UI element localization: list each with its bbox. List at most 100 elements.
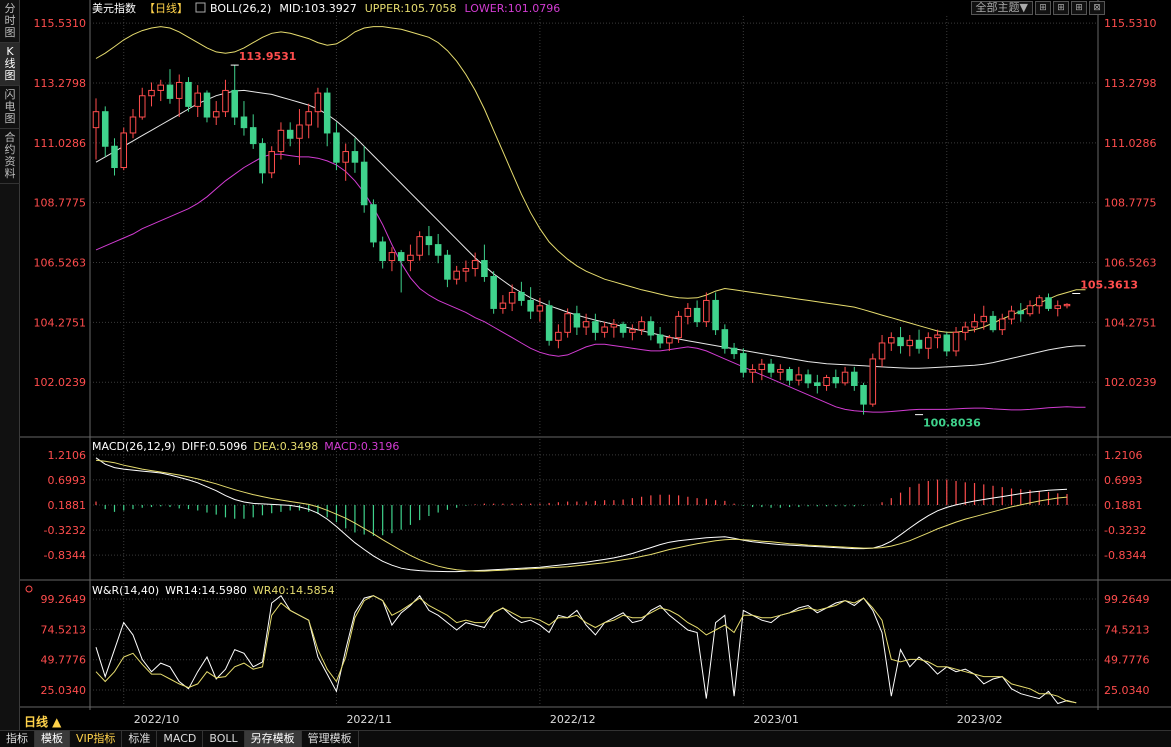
y-tick-right: 102.0239	[1104, 376, 1157, 389]
candle-body	[804, 374, 812, 384]
candle-body	[185, 81, 192, 107]
price-pane: 102.0239 102.0239 104.2751 104.2751 106.5263…	[34, 1, 1157, 430]
candle-body	[277, 129, 285, 153]
indicator-icon	[195, 2, 206, 13]
price-header-upper_label: UPPER:105.7058	[365, 2, 457, 15]
candle-body	[527, 299, 534, 312]
candle-body	[749, 369, 756, 373]
y-tick-left: 115.5310	[34, 17, 87, 30]
y-tick-left: -0.3232	[44, 524, 86, 537]
macd-header-macd_label: MACD:0.3196	[324, 440, 399, 453]
candle-body	[795, 374, 803, 381]
bottom-tab-6[interactable]: 另存模板	[244, 731, 302, 747]
x-tick-label: 2023/01	[753, 713, 799, 726]
candle-body	[175, 81, 183, 99]
bottom-tab-5[interactable]: BOLL	[203, 731, 245, 747]
candle-body	[851, 371, 858, 386]
y-tick-left: 74.5213	[41, 623, 87, 636]
layout-button[interactable]: ⊞	[1035, 1, 1051, 15]
period-selector[interactable]: 日线 ▲	[24, 715, 62, 729]
candle-body	[703, 299, 710, 323]
theme-dropdown[interactable]: 全部主题▼	[970, 1, 1033, 15]
candle-body	[166, 84, 174, 99]
candle-body	[934, 334, 941, 339]
candle-body	[1035, 297, 1043, 307]
settings-icon	[25, 585, 33, 593]
candle-body	[943, 334, 951, 352]
candle-body	[619, 323, 627, 333]
bottom-tab-2[interactable]: VIP指标	[70, 731, 123, 747]
extreme-label: 105.3613	[1080, 278, 1138, 291]
candle-body	[925, 337, 932, 349]
candle-body	[434, 244, 442, 256]
candle-body	[582, 321, 590, 328]
y-tick-right: 108.7775	[1104, 197, 1157, 210]
diff-line	[95, 457, 1068, 573]
y-tick-left: 1.2106	[48, 449, 87, 462]
bottom-tab-1[interactable]: 模板	[35, 731, 70, 747]
close-icon[interactable]: ⊠	[1089, 1, 1105, 15]
candle-body	[1054, 305, 1062, 309]
candle-body	[240, 116, 248, 129]
view-tab-0[interactable]: 分时图	[0, 0, 20, 43]
bottom-tab-0[interactable]: 指标	[0, 731, 35, 747]
y-tick-left: 104.2751	[34, 316, 87, 329]
extreme-label: 113.9531	[239, 50, 297, 63]
candle-body	[906, 339, 914, 347]
candle-body	[915, 339, 923, 349]
grid-button[interactable]: ⊞	[1053, 1, 1069, 15]
price-header-mid_label: MID:103.3927	[279, 2, 356, 15]
candle-body	[518, 291, 525, 301]
bottom-tab-7[interactable]: 管理模板	[302, 731, 359, 747]
wr40-line	[95, 595, 1077, 704]
candle-body	[786, 369, 793, 381]
candle-body	[860, 384, 867, 405]
candle-body	[647, 321, 655, 336]
candle-body	[962, 326, 969, 333]
candle-body	[120, 132, 128, 169]
candle-body	[998, 318, 1006, 331]
y-tick-right: 115.5310	[1104, 17, 1157, 30]
candle-body	[712, 299, 719, 331]
candle-body	[416, 236, 423, 256]
candle-body	[897, 337, 904, 347]
view-tab-3[interactable]: 合约资料	[0, 129, 20, 184]
y-tick-left: -0.8344	[44, 549, 86, 562]
candle-body	[629, 329, 636, 333]
dea-line	[95, 459, 1068, 572]
candle-body	[601, 326, 608, 333]
candle-body	[323, 92, 331, 134]
candle-body	[481, 260, 488, 278]
candle-body	[730, 347, 738, 355]
candle-body	[832, 377, 840, 384]
candle-body	[980, 315, 988, 323]
view-tab-2[interactable]: 闪电图	[0, 86, 20, 129]
candle-body	[249, 127, 257, 145]
candle-body	[462, 268, 470, 272]
candle-body	[693, 307, 701, 323]
candle-body	[777, 369, 784, 373]
candle-body	[129, 116, 137, 134]
macd-header-diff_label: DIFF:0.5096	[182, 440, 248, 453]
candle-body	[656, 334, 664, 344]
candle-body	[545, 305, 553, 341]
candle-body	[360, 161, 368, 206]
bottom-tab-3[interactable]: 标准	[122, 731, 158, 747]
bottom-tab-4[interactable]: MACD	[157, 731, 204, 747]
candle-body	[342, 151, 349, 163]
tile-button[interactable]: ⊞	[1071, 1, 1087, 15]
wr-pane: 25.0340 25.0340 49.7776 49.7776 74.5213 74.52…	[25, 584, 1150, 705]
y-tick-left: 108.7775	[34, 197, 87, 210]
candle-body	[101, 111, 109, 147]
candle-body	[397, 252, 405, 262]
candle-body	[841, 371, 849, 384]
extreme-label: 100.8036	[923, 417, 981, 430]
window-controls: 全部主题▼ ⊞ ⊞ ⊞ ⊠	[970, 1, 1105, 15]
candle-body	[194, 92, 201, 107]
candle-body	[499, 302, 507, 309]
candle-body	[388, 252, 396, 262]
y-tick-right: -0.8344	[1104, 549, 1146, 562]
candle-body	[888, 337, 895, 344]
